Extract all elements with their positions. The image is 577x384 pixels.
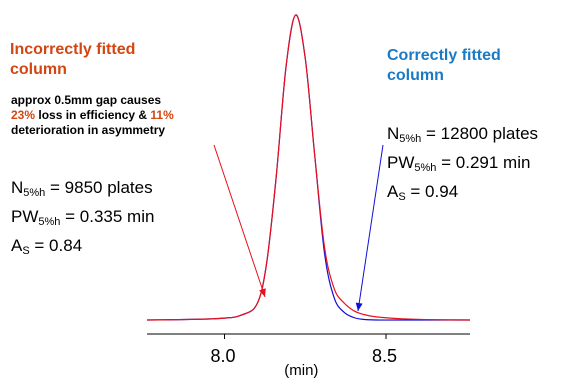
x-axis-unit-label: (min) (284, 362, 319, 379)
left-asymmetry-value: = 0.84 (29, 236, 83, 255)
right-asymmetry-stat: AS = 0.94 (387, 180, 538, 209)
note-line3: deterioration in asymmetry (11, 123, 166, 137)
correct-column-stats: N5%h = 12800 plates PW5%h = 0.291 min AS… (387, 122, 538, 209)
left-asymmetry-symbol: A (11, 236, 23, 255)
left-peakwidth-stat: PW5%h = 0.335 min (11, 205, 154, 234)
note-asymmetry-percent: 11% (150, 108, 174, 122)
left-plates-value: = 9850 plates (45, 178, 153, 197)
arrow-correct-head (355, 302, 363, 311)
arrow-incorrect-head (259, 288, 266, 297)
right-peakwidth-subscript: 5%h (414, 162, 437, 174)
right-plates-stat: N5%h = 12800 plates (387, 122, 538, 151)
right-title: Correctly fitted column (387, 46, 501, 86)
right-plates-value: = 12800 plates (421, 124, 539, 143)
left-asymmetry-stat: AS = 0.84 (11, 234, 154, 263)
left-peakwidth-subscript: 5%h (38, 216, 61, 228)
right-plates-symbol: N (387, 124, 400, 143)
right-asymmetry-symbol: A (387, 182, 399, 201)
left-peakwidth-symbol: PW (11, 207, 39, 226)
note-line2: 23% loss in efficiency & 11% (11, 108, 174, 123)
left-title-line1: Incorrectly fitted (10, 41, 136, 58)
series-line-incorrectly-fitted (146, 14, 471, 321)
chromatogram-curves (146, 14, 471, 321)
note-mid-text: loss in efficiency & (35, 108, 151, 122)
gap-effect-note: approx 0.5mm gap causes 23% loss in effi… (11, 93, 174, 138)
right-peakwidth-stat: PW5%h = 0.291 min (387, 151, 538, 180)
arrow-incorrect-shaft (213, 144, 266, 298)
right-peakwidth-symbol: PW (387, 153, 415, 172)
left-peakwidth-value: = 0.335 min (60, 207, 155, 226)
left-title: Incorrectly fitted column (10, 40, 135, 80)
x-axis (147, 333, 470, 339)
right-peakwidth-value: = 0.291 min (436, 153, 531, 172)
x-tick-label-8-0: 8.0 (210, 346, 236, 366)
arrow-correct-shaft (357, 144, 384, 312)
right-asymmetry-value: = 0.94 (405, 182, 459, 201)
right-asymmetry-subscript: S (398, 191, 406, 203)
incorrect-column-stats: N5%h = 9850 plates PW5%h = 0.335 min AS … (11, 176, 154, 263)
right-plates-subscript: 5%h (399, 133, 422, 145)
left-plates-stat: N5%h = 9850 plates (11, 176, 154, 205)
note-line1: approx 0.5mm gap causes (11, 93, 162, 107)
left-title-line2: column (10, 61, 67, 78)
left-plates-symbol: N (11, 178, 24, 197)
right-title-line2: column (387, 67, 444, 84)
note-efficiency-percent: 23% (11, 108, 36, 122)
left-plates-subscript: 5%h (23, 187, 46, 199)
left-asymmetry-subscript: S (22, 245, 30, 257)
annotation-arrows (213, 144, 384, 312)
right-title-line1: Correctly fitted (387, 47, 501, 64)
x-tick-label-8-5: 8.5 (372, 346, 398, 366)
